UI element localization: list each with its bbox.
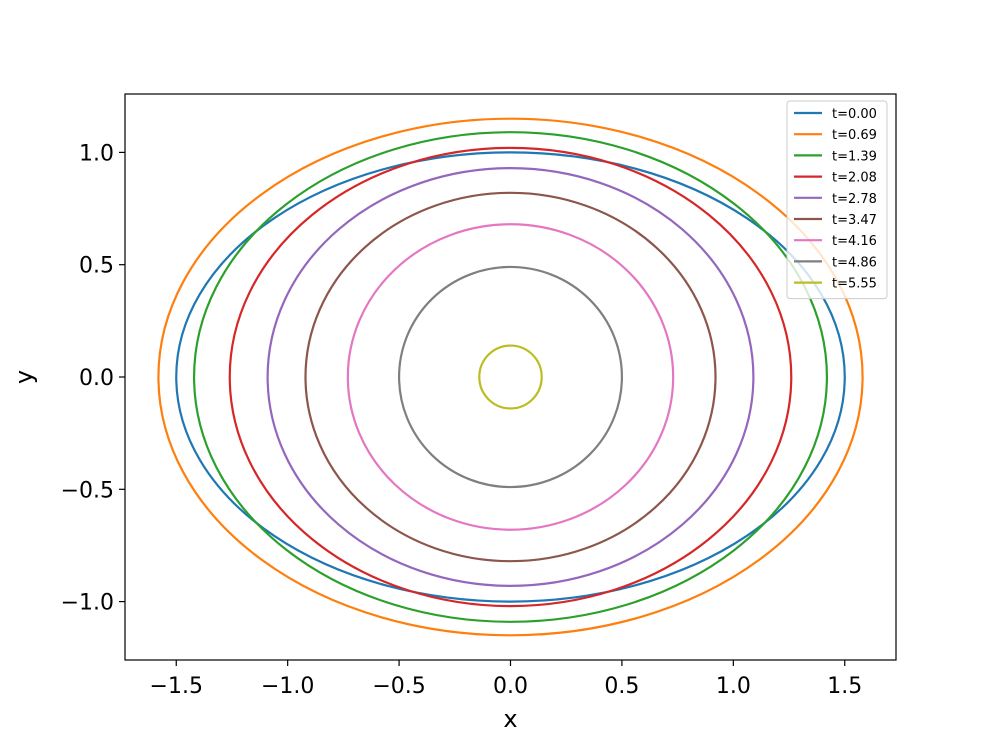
y-axis-label: y (10, 370, 38, 384)
series-curve-5 (304, 191, 717, 563)
legend-entry: t=5.55 (832, 277, 877, 292)
series-curve-7 (397, 265, 624, 489)
legend-box (786, 100, 888, 300)
legend-entry: t=1.39 (832, 149, 877, 164)
series-curves (157, 117, 864, 637)
x-tick-label: −1.5 (150, 674, 203, 699)
series-curve-4 (266, 167, 755, 587)
legend: t=0.00 t=0.69 t=1.39 t=2.08 t=2.78 t=3.47 t=4.… (786, 100, 888, 300)
legend-entry: t=0.69 (832, 128, 877, 143)
y-tick-label: 0.0 (79, 366, 114, 391)
y-tick-label: 0.5 (79, 254, 114, 279)
x-tick-label: 0.5 (604, 674, 639, 699)
legend-entry: t=4.16 (832, 234, 877, 249)
series-curve-8 (478, 344, 543, 410)
series-curve-1 (157, 117, 864, 637)
legend-entry: t=4.86 (832, 255, 877, 270)
y-tick-label: 1.0 (79, 141, 114, 166)
legend-entry: t=2.08 (832, 171, 877, 186)
series-curve-0 (175, 151, 846, 603)
x-tick-label: −0.5 (372, 674, 425, 699)
x-tick-label: 0.0 (493, 674, 528, 699)
y-tick-label: −0.5 (61, 478, 114, 503)
x-axis-ticks: −1.5 −1.0 −0.5 0.0 0.5 1.0 1.5 (150, 660, 862, 699)
x-tick-label: 1.5 (827, 674, 862, 699)
series-curve-6 (346, 223, 675, 531)
legend-entry: t=2.78 (832, 192, 877, 207)
legend-entry: t=0.00 (832, 107, 877, 122)
y-axis-ticks: −1.0 −0.5 0.0 0.5 1.0 (61, 141, 125, 616)
series-curve-2 (192, 131, 829, 623)
legend-entry: t=3.47 (832, 213, 877, 228)
x-tick-label: −1.0 (261, 674, 314, 699)
y-tick-label: −1.0 (61, 591, 114, 616)
x-axis-label: x (503, 705, 517, 733)
series-curve-3 (228, 146, 793, 608)
x-tick-label: 1.0 (716, 674, 751, 699)
